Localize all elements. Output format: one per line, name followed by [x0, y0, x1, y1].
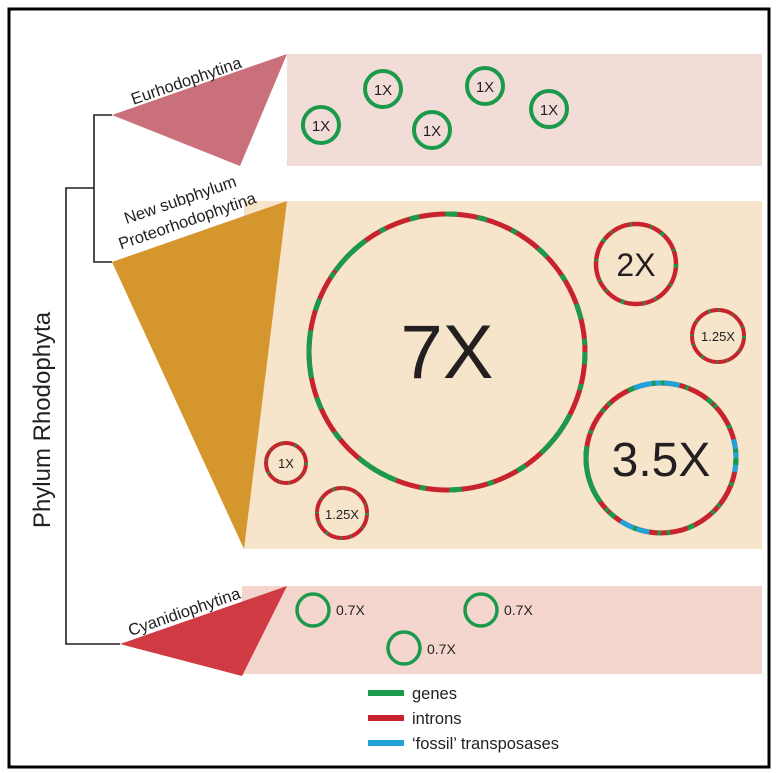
genome-size-label: 1X	[278, 456, 294, 471]
gene-segment	[380, 229, 385, 232]
gene-segment	[410, 218, 416, 220]
gene-segment	[389, 477, 395, 479]
gene-segment	[731, 482, 732, 485]
legend-label-transposases: ‘fossil’ transposases	[412, 735, 559, 753]
gene-segment	[728, 425, 729, 428]
gene-segment	[333, 489, 335, 490]
gene-segment	[712, 511, 714, 513]
gene-segment	[592, 488, 593, 491]
gene-segment	[628, 388, 634, 391]
gene-segment	[603, 239, 605, 242]
gene-segment	[655, 298, 657, 299]
gene-segment	[336, 435, 340, 440]
genome-size-label: 0.7X	[504, 602, 533, 618]
transposase-segment	[734, 439, 736, 472]
gene-segment	[576, 304, 578, 310]
gene-segment	[567, 415, 570, 420]
gene-segment	[362, 527, 363, 528]
gene-segment	[268, 472, 269, 474]
gene-segment	[580, 384, 582, 390]
genome-size-label: 1.25X	[325, 507, 359, 522]
gene-segment	[606, 509, 608, 511]
gene-segment	[488, 482, 494, 484]
gene-segment	[326, 532, 328, 533]
genome-size-label: 1X	[312, 118, 330, 135]
gene-segment	[295, 445, 297, 446]
genome-size-label: 1X	[540, 102, 558, 119]
gene-segment	[606, 290, 607, 291]
gene-segment	[590, 430, 591, 433]
gene-segment	[611, 232, 612, 233]
phylum-label: Phylum Rhodophyta	[29, 311, 56, 528]
legend-label-introns: introns	[412, 710, 462, 728]
gene-segment	[477, 217, 483, 219]
gene-segment	[708, 311, 710, 312]
gene-segment	[449, 489, 461, 490]
gene-segment	[633, 528, 636, 529]
genome-size-label: 0.7X	[336, 602, 365, 618]
gene-segment	[673, 249, 674, 251]
gene-segment	[702, 356, 704, 357]
gene-segment	[511, 230, 516, 233]
cyanidiophytina-panel	[242, 586, 762, 674]
gene-segment	[321, 498, 322, 499]
gene-segment	[351, 249, 356, 253]
eurhodophytina-panel	[287, 54, 762, 166]
legend-label-genes: genes	[412, 685, 457, 703]
genome-size-label: 1X	[476, 79, 494, 96]
genome-size-label: 1.25X	[701, 329, 735, 344]
gene-segment	[270, 451, 271, 452]
gene-segment	[696, 321, 697, 322]
gene-segment	[420, 487, 426, 488]
gene-segment	[356, 492, 357, 493]
legend-swatch-introns	[368, 715, 404, 721]
genome-size-label: 1X	[423, 123, 441, 140]
genome-size-label: 7X	[401, 310, 494, 395]
gene-segment	[599, 280, 600, 282]
gene-segment	[718, 504, 720, 507]
gene-segment	[331, 273, 334, 278]
gene-segment	[608, 403, 610, 405]
genome-size-label: 3.5X	[612, 434, 711, 487]
gene-segment	[562, 275, 565, 280]
gene-segment	[602, 409, 604, 412]
gene-segment	[584, 352, 585, 364]
gene-segment	[309, 336, 310, 342]
gene-segment	[661, 233, 664, 235]
genome-size-label: 1X	[374, 82, 392, 99]
legend-swatch-genes	[368, 690, 404, 696]
genome-size-label: 0.7X	[427, 641, 456, 657]
gene-segment	[714, 405, 716, 407]
gene-segment	[685, 387, 688, 388]
gene-segment	[610, 513, 615, 517]
gene-segment	[302, 451, 303, 452]
gene-segment	[621, 301, 624, 302]
gene-segment	[650, 227, 652, 228]
gene-segment	[301, 476, 302, 477]
gene-segment	[707, 399, 712, 403]
gene-segment	[733, 314, 734, 315]
gene-segment	[310, 372, 311, 378]
genome-size-label: 2X	[616, 247, 655, 283]
gene-segment	[739, 351, 740, 352]
legend-swatch-transposases	[368, 740, 404, 746]
gene-segment	[359, 458, 364, 462]
gene-segment	[670, 284, 671, 286]
gene-segment	[520, 466, 525, 469]
gene-segment	[688, 525, 694, 528]
